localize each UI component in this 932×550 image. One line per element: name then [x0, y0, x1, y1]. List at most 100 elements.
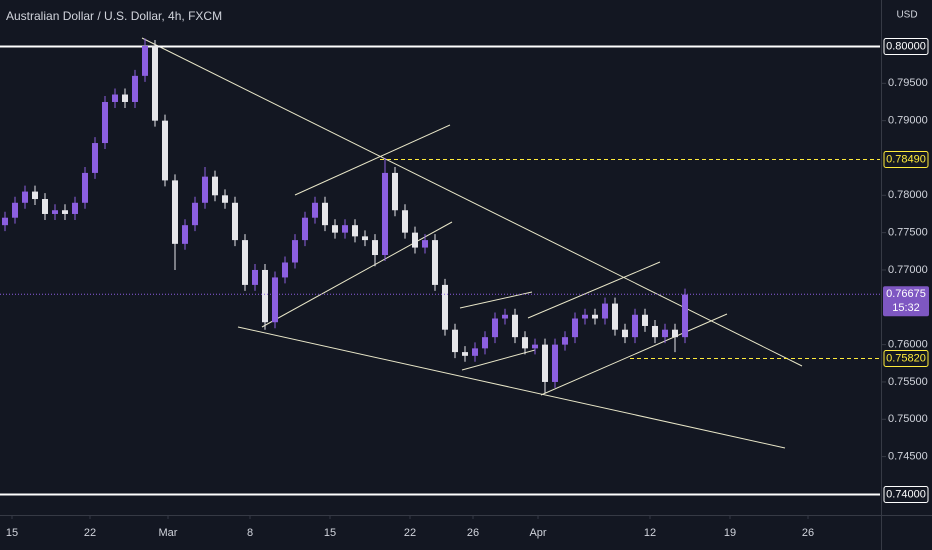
- candle-body: [662, 329, 668, 338]
- candle-body: [442, 284, 448, 330]
- channel-line: [294, 124, 451, 196]
- channel-line: [527, 261, 661, 319]
- candle-body: [542, 344, 548, 382]
- x-tick-label: 8: [247, 527, 253, 539]
- candle-body: [162, 120, 168, 181]
- candle-body: [612, 303, 618, 330]
- candle-body: [202, 176, 208, 203]
- candle-body: [332, 225, 338, 233]
- candle-body: [432, 240, 438, 285]
- candle-body: [452, 329, 458, 353]
- channel-line: [540, 313, 728, 396]
- level-label-box: [883, 38, 929, 55]
- candle-body: [602, 303, 608, 319]
- candle-body: [472, 348, 478, 356]
- candle-body: [522, 337, 528, 349]
- candle-body: [342, 225, 348, 233]
- level-label: 0.75820: [886, 352, 926, 364]
- candle-body: [482, 337, 488, 349]
- candle-body: [22, 191, 28, 203]
- trendline: [141, 37, 803, 367]
- candle-body: [552, 344, 558, 382]
- x-tick-label: 22: [404, 527, 416, 539]
- x-tick-label: Apr: [529, 527, 546, 539]
- x-tick-label: 12: [644, 527, 656, 539]
- candle-body: [52, 210, 58, 214]
- candle-body: [362, 236, 368, 241]
- candle-body: [252, 269, 258, 285]
- candle-body: [402, 210, 408, 233]
- channel-line: [261, 221, 453, 328]
- x-tick-label: 22: [84, 527, 96, 539]
- candle-body: [582, 314, 588, 319]
- y-tick-label: 0.77000: [888, 264, 928, 276]
- candle-body: [302, 217, 308, 241]
- candle-body: [2, 217, 8, 226]
- candle-body: [682, 294, 688, 338]
- candle-body: [492, 318, 498, 338]
- candle-body: [62, 210, 68, 214]
- x-tick-label: 15: [6, 527, 18, 539]
- candle-body: [102, 101, 108, 144]
- candle-body: [222, 195, 228, 203]
- level-label-box: [883, 486, 929, 503]
- currency: USD: [896, 10, 917, 21]
- candle-body: [272, 277, 278, 323]
- y-tick-label: 0.75000: [888, 413, 928, 425]
- y-tick-label: 0.77500: [888, 227, 928, 239]
- x-tick-label: 26: [802, 527, 814, 539]
- candle-body: [122, 94, 128, 102]
- candle-body: [632, 314, 638, 338]
- x-tick-label: Mar: [159, 527, 178, 539]
- candle-body: [642, 314, 648, 326]
- level-label: 0.74000: [886, 488, 926, 500]
- candle-body: [412, 232, 418, 248]
- candle-body: [212, 176, 218, 196]
- x-tick-label: 26: [467, 527, 479, 539]
- candle-body: [512, 314, 518, 338]
- candle-body: [172, 180, 178, 244]
- candle-body: [322, 202, 328, 226]
- level-label: 0.78490: [886, 153, 926, 165]
- level-label-box: [883, 350, 929, 367]
- candle-body: [532, 344, 538, 349]
- candle-body: [672, 329, 678, 338]
- trendline: [237, 326, 786, 449]
- candle-body: [132, 75, 138, 102]
- channel-line: [459, 291, 533, 309]
- y-tick-label: 0.78000: [888, 189, 928, 201]
- y-tick-label: 0.76000: [888, 339, 928, 351]
- candle-body: [352, 225, 358, 237]
- candle-body: [142, 45, 148, 76]
- candle-body: [572, 318, 578, 338]
- channel-line: [461, 349, 536, 371]
- candle-body: [112, 94, 118, 102]
- level-label-box: [883, 151, 929, 168]
- candle-body: [562, 337, 568, 345]
- candle-body: [192, 202, 198, 226]
- candle-body: [462, 352, 468, 356]
- candle-body: [382, 172, 388, 256]
- countdown: 15:32: [892, 302, 920, 314]
- candle-body: [92, 143, 98, 173]
- chart-title: Australian Dollar / U.S. Dollar, 4h, FXC…: [6, 9, 222, 23]
- candle-body: [392, 172, 398, 211]
- candle-body: [502, 314, 508, 319]
- candle-body: [232, 202, 238, 241]
- y-tick-label: 0.74500: [888, 451, 928, 463]
- candle-body: [282, 262, 288, 278]
- candle-body: [32, 191, 38, 200]
- candle-body: [292, 240, 298, 263]
- candle-body: [422, 240, 428, 248]
- level-label: 0.80000: [886, 40, 926, 52]
- x-tick-label: 19: [724, 527, 736, 539]
- candle-body: [372, 240, 378, 256]
- candle-body: [652, 325, 658, 338]
- candle-body: [82, 172, 88, 203]
- candle-body: [182, 225, 188, 244]
- candle-body: [152, 45, 158, 121]
- candle-body: [12, 202, 18, 218]
